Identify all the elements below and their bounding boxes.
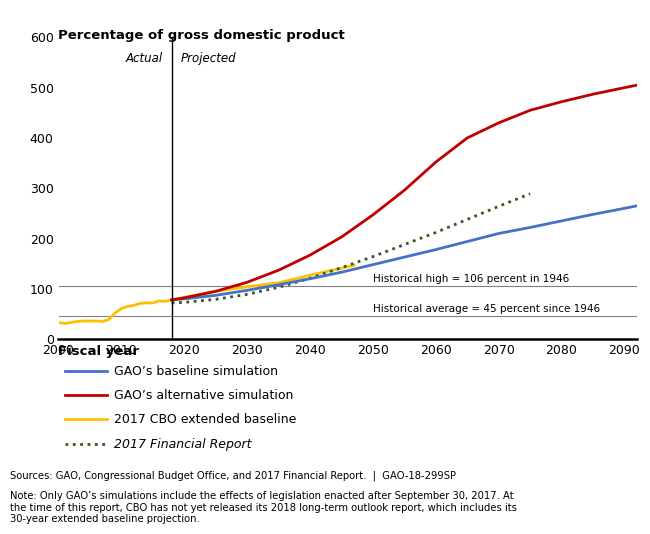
Text: Percentage of gross domestic product: Percentage of gross domestic product [58,29,345,42]
Text: 2017 CBO extended baseline: 2017 CBO extended baseline [114,413,296,426]
Text: Actual: Actual [125,52,162,66]
Text: GAO’s alternative simulation: GAO’s alternative simulation [114,389,293,402]
Text: Historical high = 106 percent in 1946: Historical high = 106 percent in 1946 [373,274,569,284]
Text: Note: Only GAO’s simulations include the effects of legislation enacted after Se: Note: Only GAO’s simulations include the… [10,491,517,524]
Text: Fiscal year: Fiscal year [58,345,140,358]
Text: Historical average = 45 percent since 1946: Historical average = 45 percent since 19… [373,304,600,315]
Text: GAO’s baseline simulation: GAO’s baseline simulation [114,365,278,378]
Text: Projected: Projected [181,52,237,66]
Text: Sources: GAO, Congressional Budget Office, and 2017 Financial Report.  |  GAO-18: Sources: GAO, Congressional Budget Offic… [10,471,456,482]
Text: 2017 Financial Report: 2017 Financial Report [114,438,252,451]
